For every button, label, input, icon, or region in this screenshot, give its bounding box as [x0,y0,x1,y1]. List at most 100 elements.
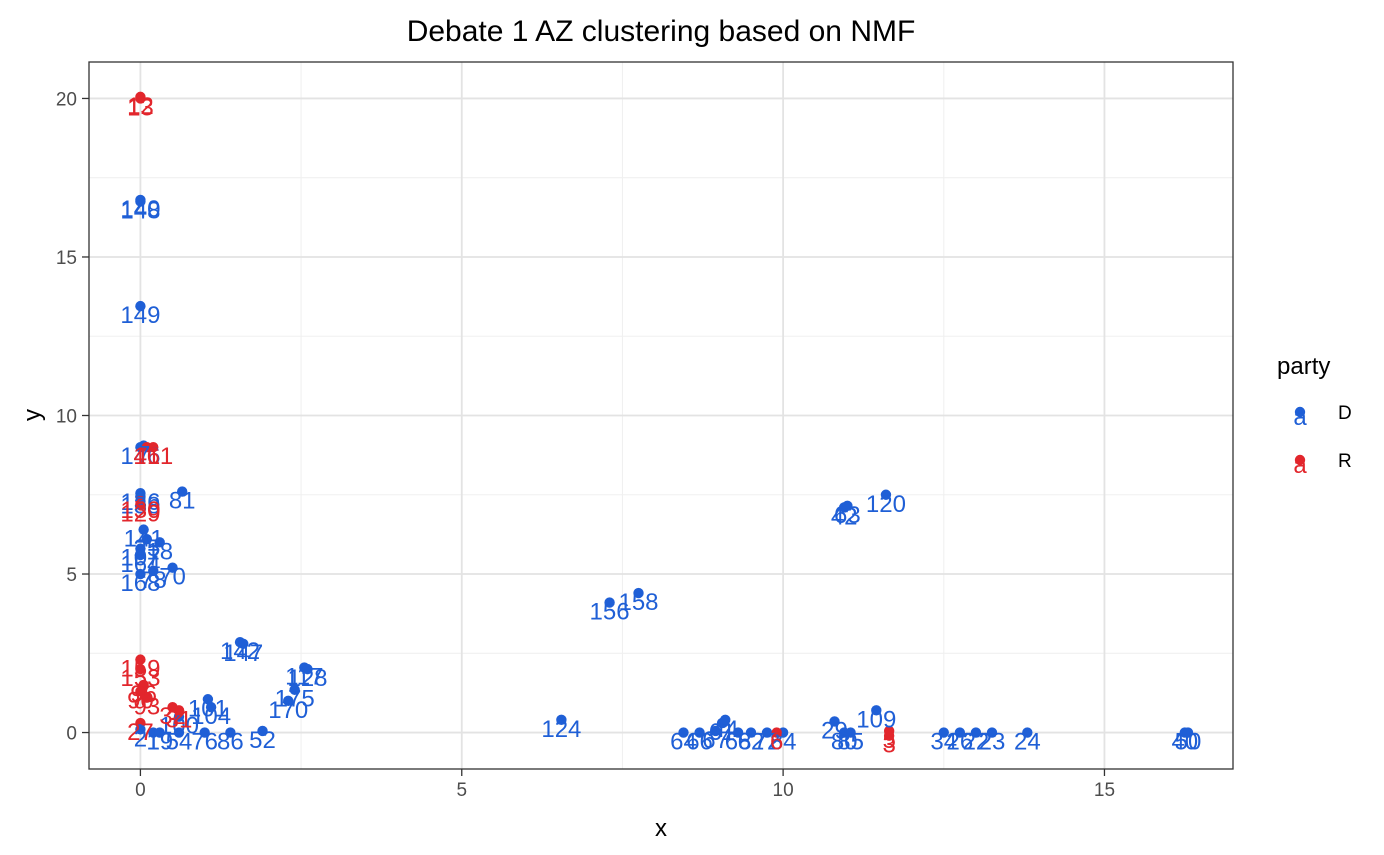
data-point [883,730,895,741]
point-label: 61 [709,719,736,746]
data-point [1022,727,1033,738]
data-point [202,694,214,705]
legend: party a Da R [1277,353,1352,479]
data-point [283,695,294,707]
point-label: 117 [285,664,323,691]
point-label: 146 [120,443,160,470]
point-label: 67 [702,727,729,754]
data-point [135,663,146,675]
point-label: 24 [1014,729,1041,756]
point-label: 104 [191,703,231,730]
point-label: 109 [856,706,896,733]
point-label: 130 [120,497,160,524]
point-label: 120 [866,491,906,518]
data-point [148,565,159,577]
point-label: 50 [1175,729,1202,756]
point-label: 138 [120,492,160,519]
point-label: 141 [124,526,164,553]
point-label: 40 [1171,729,1198,756]
data-point [225,727,236,738]
data-point [986,727,998,738]
point-label: 128 [287,665,327,692]
point-label: 84 [770,729,797,756]
point-label: 149 [120,302,160,329]
legend-label: R [1338,451,1352,472]
data-point [135,686,146,697]
point-label: 136 [120,489,160,516]
x-tick-label: 5 [456,780,467,801]
point-label: 164 [120,551,160,578]
data-point [135,499,146,510]
point-label: 42 [831,503,858,530]
data-point [138,524,149,535]
point-label: 93 [133,694,160,721]
data-points [135,91,1194,741]
data-point [176,486,188,497]
data-point [1182,727,1194,738]
data-point [678,727,689,738]
data-point [954,727,966,738]
legend-key-point [1294,406,1306,418]
data-point [871,705,882,716]
gridlines [89,62,1233,769]
y-tick-label: 10 [56,407,77,428]
point-label: 31 [166,706,193,733]
y-tick-label: 20 [56,89,77,110]
data-point [173,705,185,716]
data-point [167,562,178,573]
point-label: 101 [188,695,228,722]
point-label: 81 [169,488,196,515]
point-label: 142 [220,638,260,665]
point-label: 168 [120,570,160,597]
legend-label: D [1338,403,1352,424]
y-tick-label: 5 [66,565,77,586]
data-point [302,663,313,675]
point-label: 124 [541,716,581,743]
data-point [845,727,856,738]
legend-key-text: a [1293,452,1307,479]
point-label: 19 [146,729,173,756]
point-label: 12 [127,93,154,120]
data-point [135,654,146,665]
point-label: 6 [770,729,783,756]
point-label: 129 [120,500,160,527]
legend-title: party [1277,353,1330,380]
point-label: 68 [725,729,752,756]
point-label: 44 [712,716,739,743]
data-point [135,196,146,207]
legend-key-text: a [1293,404,1307,431]
x-tick-label: 15 [1094,780,1115,801]
data-point [135,300,146,312]
x-tick-label: 10 [773,780,794,801]
y-axis-title: y [19,409,46,421]
point-label: 29 [821,717,848,744]
y-tick-label: 15 [56,248,77,269]
data-point [173,727,185,738]
data-point [710,725,721,737]
point-label: 7 [137,442,150,469]
point-label: 23 [979,729,1006,756]
point-label: 78 [140,567,167,594]
point-label: 70 [159,564,186,591]
point-label: 175 [275,686,315,713]
point-label: 3 [882,732,895,759]
point-label: 72 [754,729,781,756]
point-label: 5 [882,727,895,754]
data-point [141,692,153,703]
point-label: 170 [268,697,308,724]
point-label: 147 [223,640,263,667]
data-point [745,727,757,738]
point-label: 27 [127,719,154,746]
point-label: 66 [686,729,713,756]
data-point [289,684,300,695]
point-label: 18 [146,538,173,565]
data-point [842,500,853,512]
point-label: 85 [837,729,864,756]
data-point [938,727,949,738]
data-point [880,489,892,500]
data-point [771,727,782,738]
data-point [829,716,840,727]
point-label: 64 [670,729,697,756]
